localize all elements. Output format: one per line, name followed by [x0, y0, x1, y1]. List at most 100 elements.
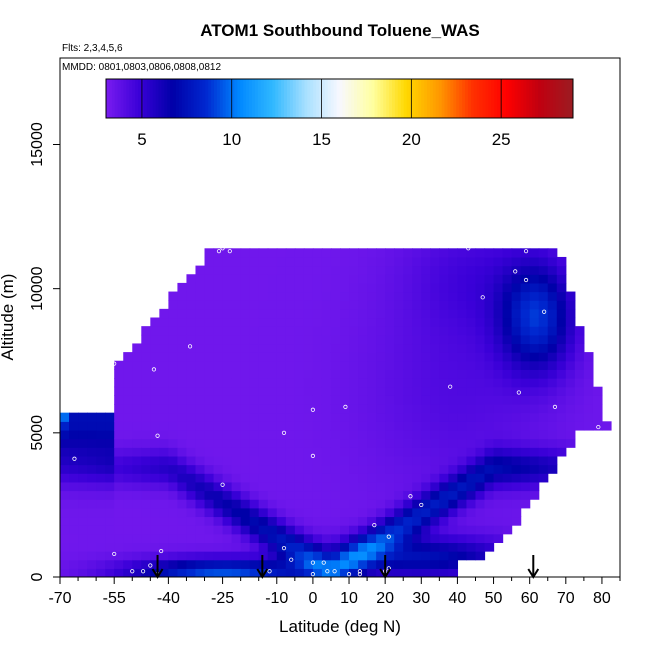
heatmap-cell	[330, 429, 341, 440]
colorbar-swatch	[552, 79, 556, 118]
heatmap-cell	[267, 499, 278, 509]
colorbar-swatch	[208, 79, 212, 118]
heatmap-cell	[556, 326, 567, 336]
heatmap-cell	[285, 378, 296, 388]
heatmap-cell	[493, 360, 504, 370]
heatmap-cell	[412, 481, 422, 492]
heatmap-cell	[168, 473, 179, 483]
heatmap-cell	[267, 568, 278, 577]
heatmap-cell	[493, 395, 504, 405]
heatmap-cell	[321, 300, 332, 310]
heatmap-cell	[195, 568, 206, 577]
heatmap-cell	[547, 404, 558, 414]
heatmap-cell	[421, 464, 431, 474]
heatmap-cell	[312, 248, 323, 258]
colorbar: 5 10 15 20 25	[105, 78, 574, 149]
heatmap-cell	[466, 395, 477, 405]
heatmap-cell	[231, 378, 242, 388]
heatmap-cell	[258, 473, 269, 483]
heatmap-cell	[457, 421, 468, 431]
heatmap-cell	[448, 464, 459, 474]
heatmap-cell	[105, 533, 115, 543]
heatmap-cell	[493, 369, 504, 379]
heatmap-cell	[493, 317, 504, 327]
colorbar-swatch	[345, 79, 349, 118]
heatmap-cell	[222, 455, 233, 466]
heatmap-cell	[231, 248, 242, 258]
heatmap-cell	[340, 395, 350, 405]
heatmap-cell	[204, 248, 215, 258]
heatmap-cell	[204, 369, 215, 379]
heatmap-cell	[222, 516, 233, 526]
heatmap-cell	[267, 256, 278, 267]
heatmap-cell	[105, 516, 115, 526]
colorbar-swatch	[392, 79, 396, 118]
heatmap-cell	[394, 274, 404, 284]
colorbar-swatch	[514, 79, 519, 118]
heatmap-cell	[466, 378, 477, 388]
heatmap-cell	[448, 473, 459, 483]
heatmap-cell	[168, 343, 179, 353]
heatmap-cell	[358, 455, 368, 466]
heatmap-cell	[114, 447, 124, 457]
heatmap-cell	[249, 559, 260, 569]
sample-point	[542, 309, 547, 314]
heatmap-cell	[385, 256, 395, 267]
heatmap-cell	[96, 542, 106, 552]
heatmap-cell	[141, 525, 151, 535]
heatmap-cell	[340, 343, 350, 353]
heatmap-cell	[466, 412, 477, 422]
heatmap-cell	[132, 499, 142, 509]
heatmap-cell	[412, 291, 422, 301]
heatmap-cell	[168, 490, 179, 500]
heatmap-cell	[385, 360, 395, 370]
heatmap-cell	[403, 551, 413, 561]
heatmap-cell	[547, 317, 558, 327]
heatmap-cell	[249, 507, 260, 518]
heatmap-cell	[529, 369, 540, 379]
heatmap-cell	[529, 274, 540, 284]
heatmap-cell	[312, 395, 323, 405]
heatmap-cell	[421, 334, 431, 345]
colorbar-swatch	[313, 79, 317, 118]
heatmap-cell	[439, 308, 449, 319]
heatmap-cell	[538, 386, 549, 396]
heatmap-cell	[276, 378, 287, 388]
heatmap-cell	[457, 455, 468, 466]
heatmap-cell	[159, 438, 169, 448]
heatmap-cell	[249, 542, 260, 552]
heatmap-cell	[394, 360, 404, 370]
heatmap-cell	[186, 360, 197, 370]
heatmap-cell	[394, 334, 404, 345]
heatmap-cell	[294, 455, 305, 466]
heatmap-cell	[249, 455, 260, 466]
heatmap-cell	[493, 256, 504, 267]
heatmap-cell	[439, 352, 449, 362]
heatmap-cell	[439, 568, 449, 577]
heatmap-cell	[123, 473, 133, 483]
colorbar-swatch	[286, 79, 291, 118]
colorbar-swatch	[164, 79, 168, 118]
colorbar-swatch	[249, 79, 253, 118]
heatmap-cell	[150, 464, 160, 474]
heatmap-cell	[330, 291, 341, 301]
heatmap-cell	[475, 525, 486, 535]
heatmap-cell	[466, 317, 477, 327]
heatmap-cell	[285, 282, 296, 293]
heatmap-cell	[114, 499, 124, 509]
heatmap-cell	[520, 360, 531, 370]
heatmap-cell	[421, 490, 431, 500]
colorbar-swatch	[123, 79, 127, 118]
heatmap-cell	[349, 352, 359, 362]
heatmap-cell	[330, 464, 341, 474]
heatmap-cell	[303, 326, 314, 336]
colorbar-swatch	[117, 79, 122, 118]
heatmap-cell	[258, 412, 269, 422]
heatmap-cell	[177, 507, 188, 518]
heatmap-cell	[367, 386, 377, 396]
heatmap-cell	[96, 455, 106, 466]
heatmap-cell	[457, 429, 468, 440]
heatmap-cell	[321, 533, 332, 543]
heatmap-cell	[403, 542, 413, 552]
heatmap-cell	[376, 317, 386, 327]
